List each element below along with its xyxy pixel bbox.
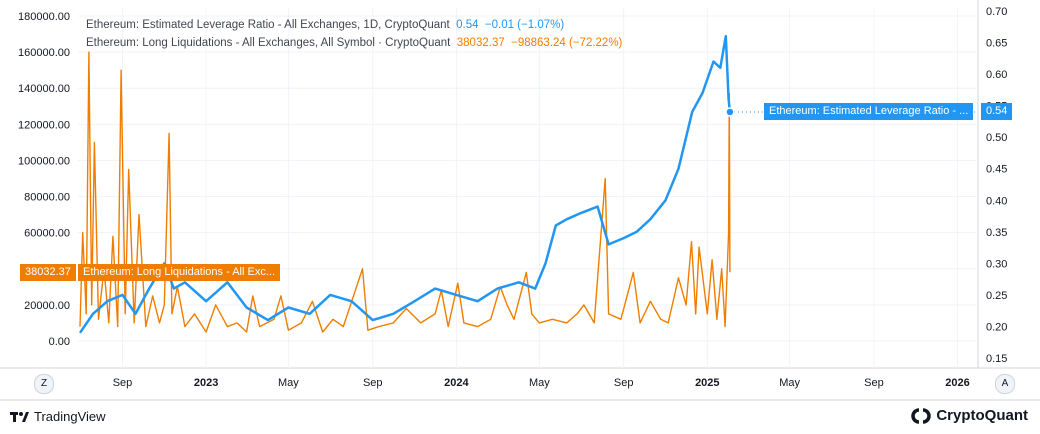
x-tick-label: May	[779, 377, 800, 389]
long-liquidations-series	[79, 51, 731, 333]
tradingview-logo-icon	[10, 411, 29, 422]
legend-liquidations-name: Ethereum: Long Liquidations - All Exchan…	[86, 37, 451, 49]
auto-scale-right-button[interactable]: A	[995, 374, 1015, 394]
cryptoquant-logo-icon	[911, 407, 932, 424]
left-price-axis: 180000.00 160000.00 140000.00 120000.00 1000…	[18, 11, 70, 348]
x-tick-label: 2026	[945, 377, 969, 389]
x-tick-label: May	[278, 377, 299, 389]
left-tick-label: 100000.00	[18, 155, 70, 167]
left-tick-label: 120000.00	[18, 119, 70, 131]
right-tick-label: 0.30	[986, 258, 1007, 270]
x-tick-label: Sep	[864, 377, 884, 389]
right-tick-label: 0.35	[986, 227, 1007, 239]
leverage-series-label: Ethereum: Estimated Leverage Ratio - ...	[764, 103, 974, 120]
right-tick-label: 0.60	[986, 69, 1007, 81]
liquidations-series-label: Ethereum: Long Liquidations - All Exc...	[78, 264, 280, 281]
legend-leverage-change: −0.01 (−1.07%)	[484, 19, 565, 31]
right-tick-label: 0.40	[986, 195, 1007, 207]
long-liquidations-line	[79, 51, 731, 333]
x-tick-label: Sep	[363, 377, 383, 389]
legend-leverage-value: 0.54	[456, 19, 479, 31]
legend-leverage[interactable]: Ethereum: Estimated Leverage Ratio - All…	[86, 16, 622, 34]
leverage-ratio-line	[78, 34, 732, 334]
right-tick-label: 0.45	[986, 164, 1007, 176]
right-tick-label: 0.65	[986, 38, 1007, 50]
right-tick-label: 0.15	[986, 353, 1007, 365]
legend-liquidations-change: −98863.24 (−72.22%)	[511, 37, 623, 49]
time-axis: Sep 2023 May Sep 2024 May Sep 2025 May Sep 2026	[113, 377, 970, 389]
x-tick-label: 2025	[695, 377, 719, 389]
x-tick-label: 2024	[444, 377, 469, 389]
right-tick-label: 0.70	[986, 6, 1007, 18]
tradingview-attribution[interactable]: TradingView	[10, 409, 106, 424]
x-tick-label: May	[529, 377, 550, 389]
cryptoquant-brand: CryptoQuant	[936, 407, 1028, 424]
left-tick-label: 160000.00	[18, 47, 70, 59]
left-tick-label: 180000.00	[18, 11, 70, 23]
legend-liquidations[interactable]: Ethereum: Long Liquidations - All Exchan…	[86, 34, 622, 52]
chart-legend: Ethereum: Estimated Leverage Ratio - All…	[86, 16, 622, 52]
left-tick-label: 0.00	[49, 336, 70, 348]
right-tick-label: 0.25	[986, 290, 1007, 302]
right-tick-label: 0.20	[986, 321, 1007, 333]
left-tick-label: 20000.00	[24, 300, 70, 312]
left-tick-label: 140000.00	[18, 83, 70, 95]
legend-liquidations-value: 38032.37	[456, 37, 505, 49]
x-tick-label: Sep	[113, 377, 133, 389]
left-tick-label: 60000.00	[24, 228, 70, 240]
leverage-last-point	[725, 107, 735, 117]
right-price-axis: 0.700.650.600.550.500.450.400.350.300.25…	[986, 6, 1007, 365]
left-tick-label: 80000.00	[24, 192, 70, 204]
auto-scale-left-button[interactable]: Z	[34, 374, 54, 394]
right-tick-label: 0.50	[986, 132, 1007, 144]
x-tick-label: 2023	[194, 377, 218, 389]
grid-lines	[0, 0, 1040, 401]
liquidations-price-tag: 38032.37	[20, 264, 76, 281]
cryptoquant-attribution[interactable]: CryptoQuant	[910, 407, 1028, 424]
leverage-price-tag: 0.54	[981, 103, 1013, 120]
tradingview-brand: TradingView	[34, 409, 106, 424]
legend-leverage-name: Ethereum: Estimated Leverage Ratio - All…	[86, 19, 450, 31]
x-tick-label: Sep	[614, 377, 634, 389]
